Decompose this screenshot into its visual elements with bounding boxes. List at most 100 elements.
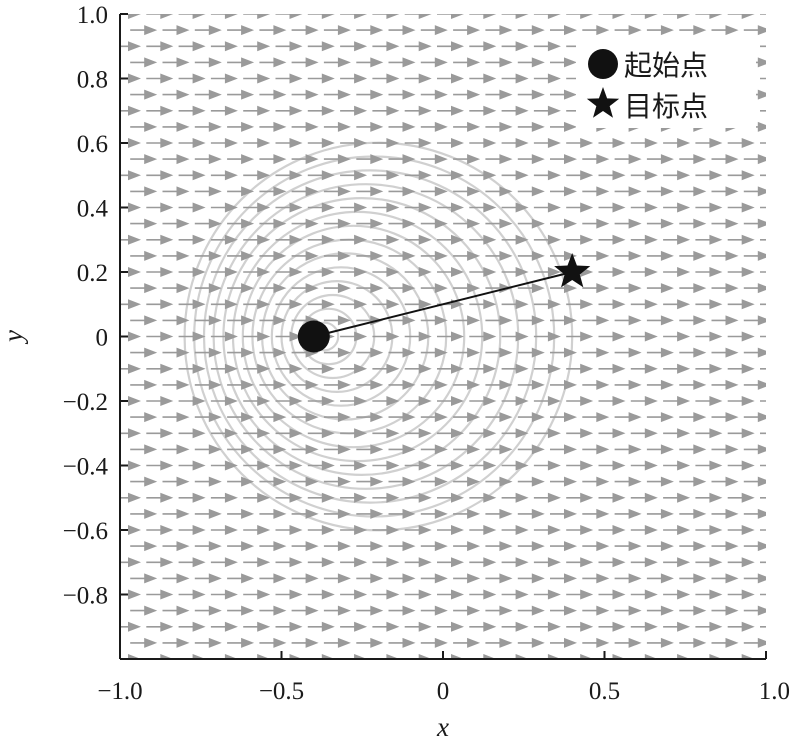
field-arrow-head <box>144 89 158 100</box>
field-arrow-head <box>693 379 707 390</box>
field-arrow-head <box>176 315 190 326</box>
field-arrow-head <box>418 363 432 374</box>
field-arrow-head <box>515 331 529 342</box>
field-arrow-head <box>547 589 561 600</box>
field-arrow-head <box>305 154 319 165</box>
field-arrow-head <box>176 412 190 423</box>
field-arrow-head <box>289 428 303 439</box>
field-arrow-head <box>337 476 351 487</box>
field-arrow-head <box>580 460 594 471</box>
field-arrow-head <box>709 428 723 439</box>
field-arrow-head <box>483 105 497 116</box>
field-arrow-head <box>257 41 271 52</box>
field-arrow-head <box>337 121 351 132</box>
field-arrow-head <box>402 89 416 100</box>
field-arrow-head <box>208 283 222 294</box>
field-arrow-head <box>273 283 287 294</box>
field-arrow-head <box>660 412 674 423</box>
field-arrow-head <box>612 331 626 342</box>
field-arrow-head <box>273 444 287 455</box>
field-arrow-head <box>176 347 190 358</box>
field-arrow-head <box>144 121 158 132</box>
field-arrow-head <box>176 605 190 616</box>
field-arrow-head <box>257 170 271 181</box>
field-arrow-head <box>580 363 594 374</box>
field-arrow-head <box>564 121 577 132</box>
field-arrow-head <box>547 267 561 277</box>
field-arrow-head <box>160 234 174 245</box>
field-arrow-head <box>499 476 513 487</box>
field-arrow-head <box>144 25 158 36</box>
field-arrow-head <box>160 331 174 342</box>
field-arrow-head <box>580 14 594 19</box>
field-arrow-head <box>515 460 529 471</box>
field-arrow-head <box>208 508 222 519</box>
field-arrow-head <box>370 154 384 165</box>
field-arrow-head <box>370 605 384 616</box>
field-arrow-head <box>208 444 222 455</box>
field-arrow-head <box>644 331 658 342</box>
field-arrow-head <box>273 541 287 552</box>
field-arrow-head <box>305 89 319 100</box>
field-arrow-head <box>273 605 287 616</box>
field-arrow-head <box>402 637 416 648</box>
field-arrow-head <box>725 508 739 519</box>
field-arrow-head <box>612 428 626 439</box>
field-arrow-head <box>241 476 255 487</box>
field-arrow-head <box>483 299 497 310</box>
field-arrow-head <box>289 460 303 471</box>
field-arrow-head <box>628 573 642 584</box>
field-arrow-head <box>176 476 190 487</box>
field-arrow-head <box>451 331 464 342</box>
legend-star-marker <box>586 87 620 118</box>
field-arrow-head <box>677 557 691 568</box>
field-arrow-head <box>660 154 674 165</box>
field-arrow-head <box>289 202 303 213</box>
field-arrow-head <box>531 637 545 648</box>
field-arrow-head <box>337 283 351 294</box>
field-arrow-head <box>434 315 448 326</box>
field-arrow-head <box>644 525 658 535</box>
field-arrow-head <box>434 412 448 423</box>
field-arrow-head <box>354 202 368 213</box>
field-arrow-head <box>644 396 658 406</box>
field-arrow-head <box>741 234 755 245</box>
field-arrow-head <box>725 154 739 165</box>
field-arrow-head <box>612 170 626 181</box>
field-arrow-head <box>628 154 642 165</box>
field-arrow-head <box>757 476 766 487</box>
field-arrow-head <box>370 57 384 68</box>
field-arrow-head <box>547 525 561 535</box>
field-arrow-head <box>757 121 766 132</box>
field-arrow-head <box>418 428 432 439</box>
field-arrow-head <box>547 460 561 471</box>
field-arrow-head <box>321 41 335 52</box>
field-arrow-head <box>337 315 351 326</box>
field-arrow-head <box>757 347 766 358</box>
field-arrow-head <box>257 14 271 19</box>
field-arrow-head <box>483 267 497 277</box>
field-arrow-head <box>273 250 287 261</box>
field-arrow-head <box>531 315 545 326</box>
field-arrow-head <box>596 476 610 487</box>
field-arrow-head <box>451 396 464 406</box>
field-arrow-head <box>418 138 432 148</box>
field-arrow-head <box>515 105 529 116</box>
field-arrow-head <box>224 105 238 116</box>
field-arrow-head <box>515 234 529 245</box>
field-arrow-head <box>144 218 158 229</box>
field-arrow-head <box>515 202 529 213</box>
field-arrow-head <box>160 105 174 116</box>
field-arrow-head <box>192 14 206 19</box>
field-arrow-head <box>305 57 319 68</box>
field-arrow-head <box>208 250 222 261</box>
field-arrow-head <box>354 299 368 310</box>
field-arrow-head <box>580 202 594 213</box>
field-arrow-head <box>580 396 594 406</box>
field-arrow-head <box>531 283 545 294</box>
field-arrow-head <box>434 573 448 584</box>
field-arrow-head <box>418 170 432 181</box>
field-arrow-head <box>757 89 766 100</box>
field-arrow-head <box>677 170 691 181</box>
field-arrow-head <box>208 347 222 358</box>
